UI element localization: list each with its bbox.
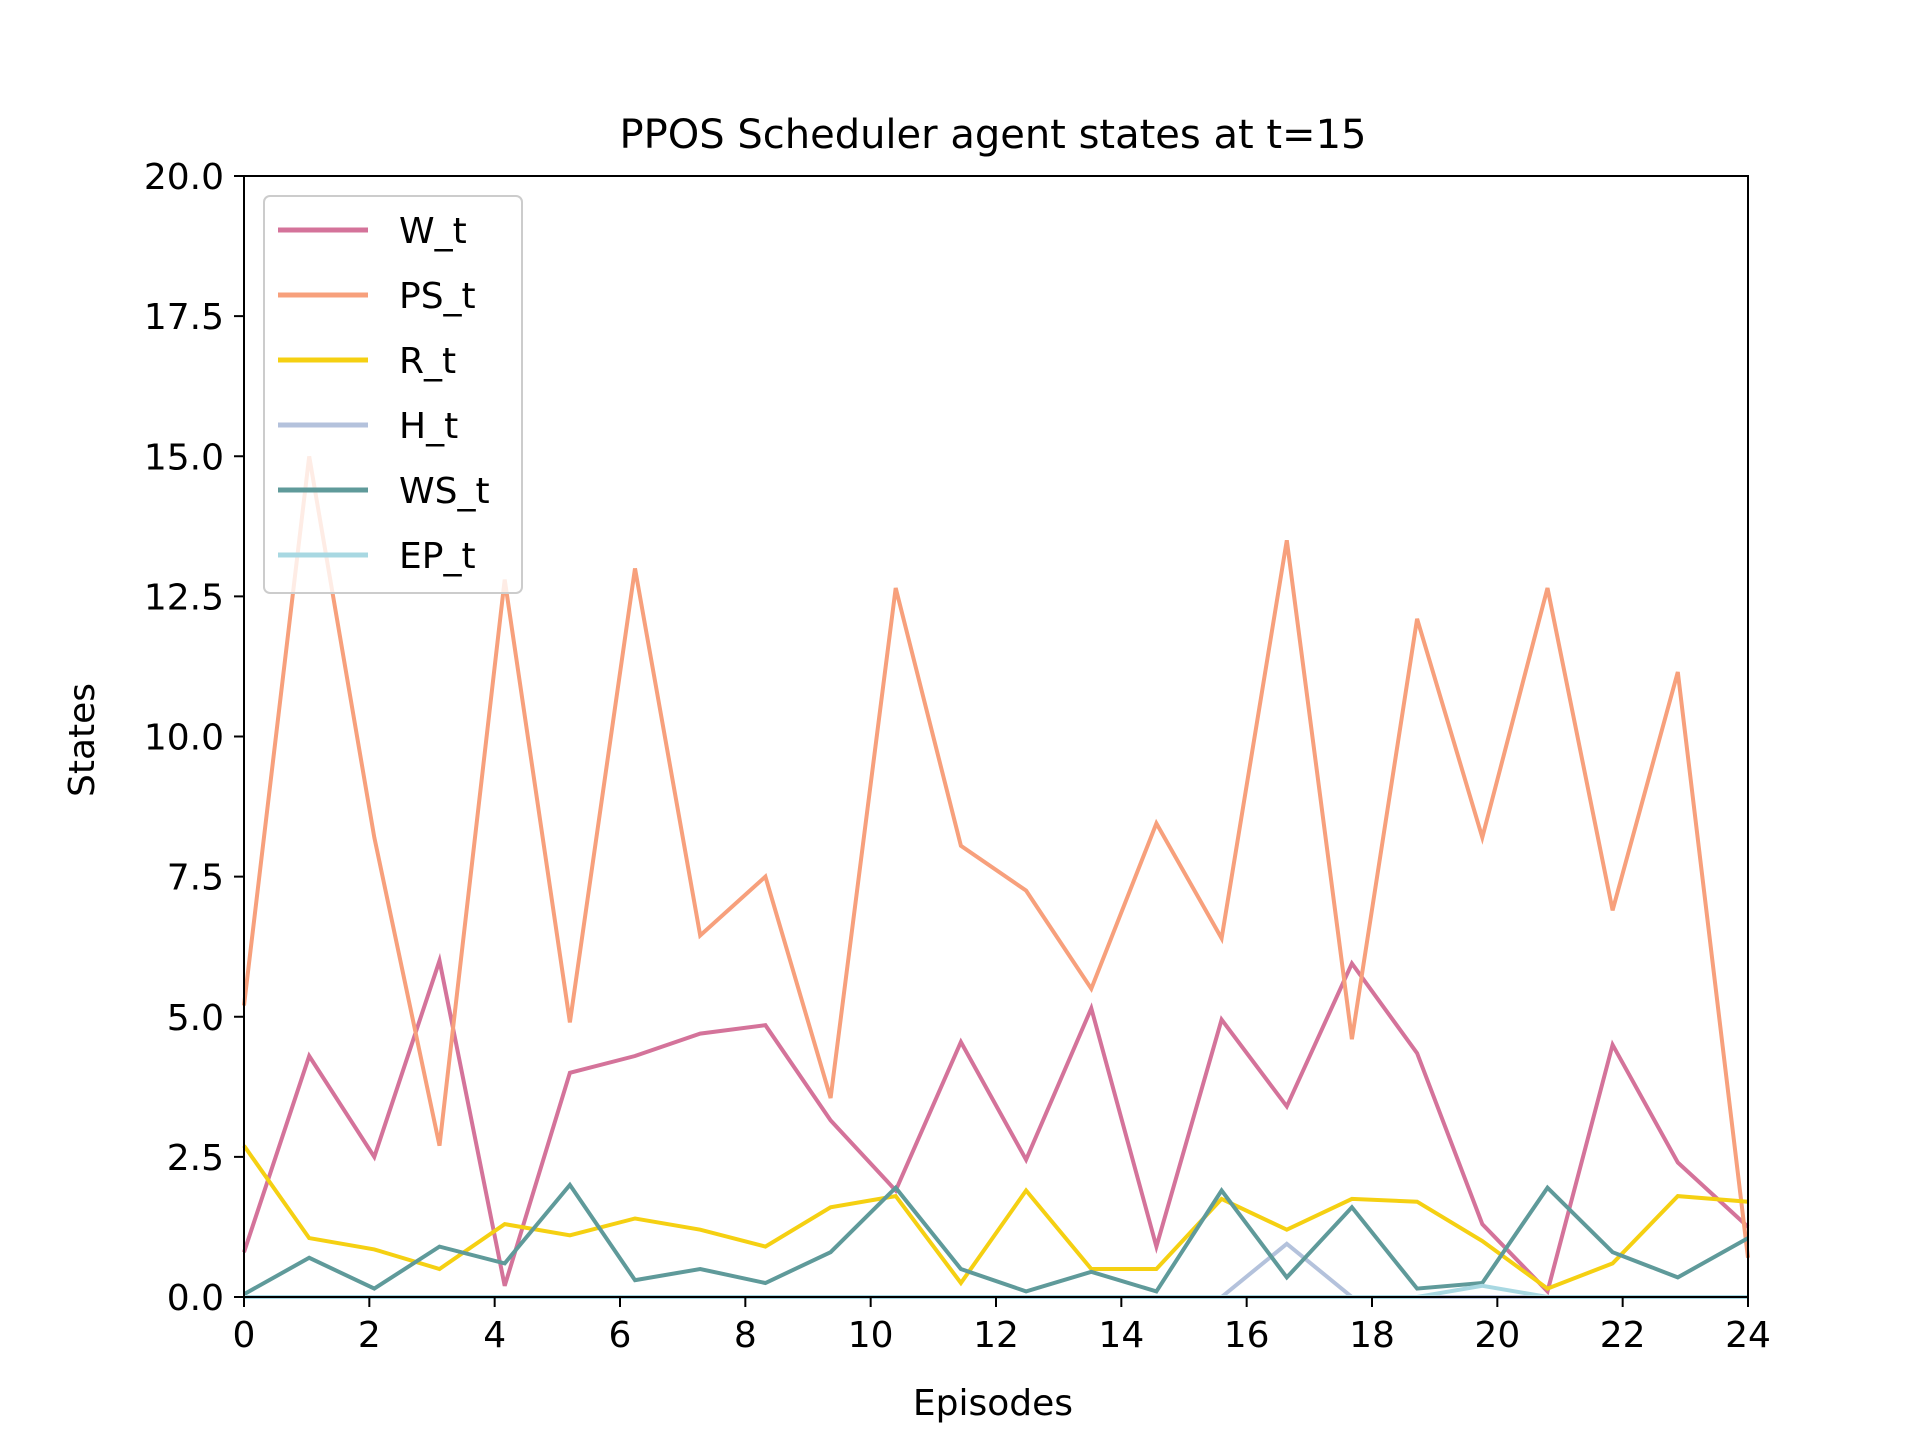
x-tick-label: 8 xyxy=(734,1315,757,1356)
legend-label: PS_t xyxy=(399,276,476,317)
series-line-r-t xyxy=(242,1144,1749,1291)
y-tick-label: 17.5 xyxy=(144,297,224,338)
legend-label: W_t xyxy=(399,211,467,252)
y-tick-label: 20.0 xyxy=(144,157,224,198)
x-tick-label: 18 xyxy=(1349,1315,1395,1356)
y-tick-label: 7.5 xyxy=(167,858,224,899)
y-tick-label: 0.0 xyxy=(167,1278,224,1319)
x-tick-label: 24 xyxy=(1725,1315,1771,1356)
legend-label: WS_t xyxy=(399,471,490,512)
y-tick-label: 2.5 xyxy=(167,1138,224,1179)
x-tick-label: 22 xyxy=(1600,1315,1646,1356)
y-tick-label: 10.0 xyxy=(144,718,224,759)
legend-label: EP_t xyxy=(399,536,476,577)
x-tick-label: 2 xyxy=(358,1315,381,1356)
x-tick-label: 12 xyxy=(973,1315,1019,1356)
x-tick-label: 16 xyxy=(1224,1315,1270,1356)
legend-label: R_t xyxy=(399,341,456,382)
x-tick-label: 14 xyxy=(1098,1315,1144,1356)
x-tick-label: 0 xyxy=(233,1315,256,1356)
legend-box xyxy=(263,195,523,594)
series-line-w-t xyxy=(242,952,1750,1296)
y-tick-label: 15.0 xyxy=(144,437,224,478)
x-tick-label: 6 xyxy=(609,1315,632,1356)
y-axis-label: States xyxy=(62,683,103,797)
legend-label: H_t xyxy=(399,406,458,447)
x-axis-label: Episodes xyxy=(913,1383,1073,1424)
x-tick-label: 4 xyxy=(483,1315,506,1356)
y-tick-label: 5.0 xyxy=(167,998,224,1039)
legend: W_t PS_t R_t H_t WS_t EP_t xyxy=(263,195,523,594)
axes: 0 2 4 6 8 10 12 14 16 18 20 22 240.02.55.07.510.012.… xyxy=(144,157,1771,1356)
series-line-ws-t xyxy=(243,1181,1749,1296)
y-tick-label: 12.5 xyxy=(144,577,224,618)
x-tick-label: 10 xyxy=(848,1315,894,1356)
series-line-ps-t xyxy=(242,455,1750,1259)
chart-title: PPOS Scheduler agent states at t=15 xyxy=(620,112,1367,158)
x-tick-label: 20 xyxy=(1474,1315,1520,1356)
